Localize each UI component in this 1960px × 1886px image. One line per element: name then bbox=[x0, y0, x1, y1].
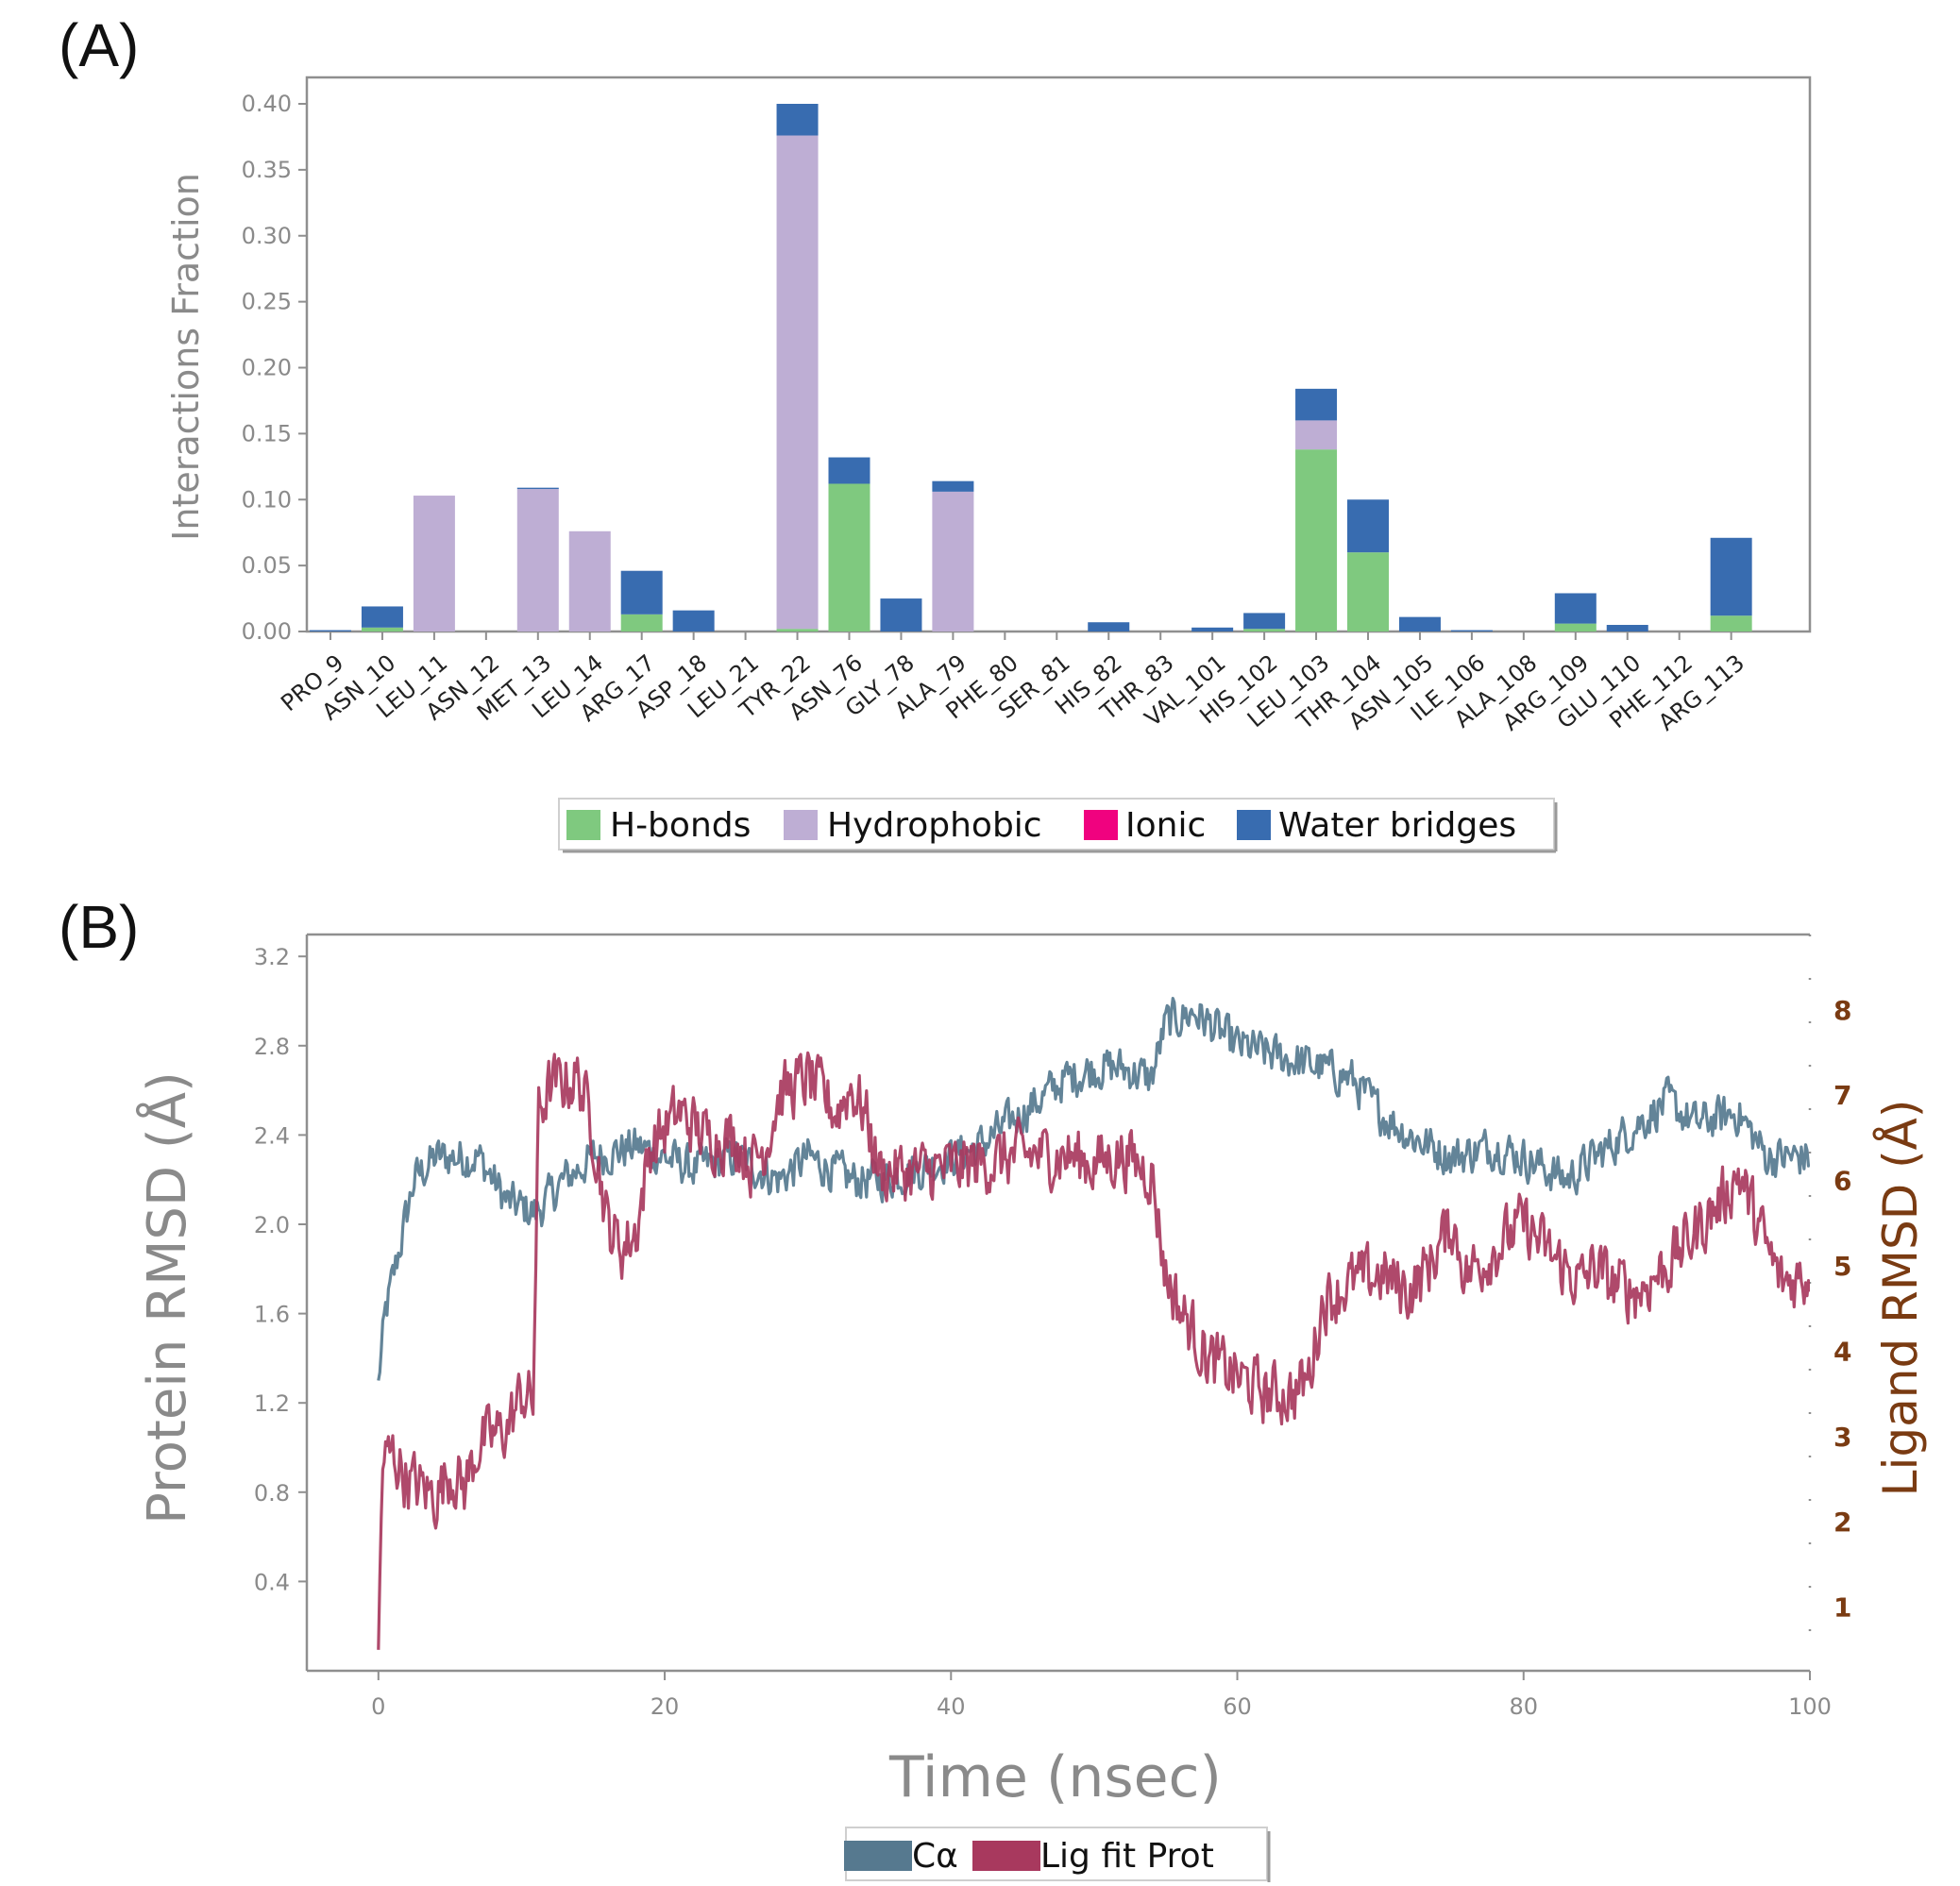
rmsd-right-tick-label: 7 bbox=[1833, 1080, 1851, 1111]
legend-label-lig-fit-prot: Lig fit Prot bbox=[1040, 1837, 1214, 1876]
panel-a-label: (A) bbox=[59, 11, 139, 79]
bar-y-tick-label: 0.15 bbox=[242, 420, 292, 446]
legend-swatch-ca bbox=[844, 1841, 912, 1871]
bar-y-axis-title: Interactions Fraction bbox=[165, 173, 207, 541]
rmsd-left-tick-label: 3.2 bbox=[254, 944, 290, 970]
bar-y-tick-label: 0.20 bbox=[242, 355, 292, 381]
rmsd-x-tick-label: 100 bbox=[1788, 1693, 1832, 1720]
legend-label-ionic: Ionic bbox=[1125, 806, 1206, 845]
rmsd-right-tick-label: 3 bbox=[1833, 1422, 1851, 1453]
rmsd-left-tick-label: 1.6 bbox=[254, 1302, 290, 1328]
bar-water-arg-17 bbox=[620, 570, 663, 615]
rmsd-right-tick-label: 5 bbox=[1833, 1251, 1851, 1282]
legend-label-hydrophobic: Hydrophobic bbox=[827, 806, 1042, 845]
bar-hbonds-tyr-22 bbox=[776, 629, 819, 631]
bar-y-tick-label: 0.05 bbox=[242, 552, 292, 579]
rmsd-x-tick-label: 60 bbox=[1223, 1693, 1252, 1720]
rmsd-legend: Cα Lig fit Prot bbox=[844, 1827, 1271, 1882]
rmsd-right-tick-label: 6 bbox=[1833, 1166, 1851, 1197]
rmsd-line-chart: 0.4 0.8 1.2 1.6 2.0 2.4 2.8 3.2 1 2 3 4 5 6 7 8 0 20 40 6… bbox=[136, 933, 1928, 1882]
legend-label-water-bridges: Water bridges bbox=[1278, 806, 1516, 845]
legend-label-ca: Cα bbox=[912, 1837, 958, 1876]
rmsd-right-tick-label: 8 bbox=[1833, 995, 1851, 1026]
rmsd-line-ca bbox=[377, 997, 1810, 1381]
rmsd-right-tick-label: 4 bbox=[1833, 1336, 1851, 1367]
rmsd-left-axis-title: Protein RMSD (Å) bbox=[136, 1071, 198, 1524]
panel-b-label: (B) bbox=[59, 893, 139, 961]
rmsd-right-axis-title: Ligand RMSD (Å) bbox=[1873, 1100, 1928, 1497]
bar-y-tick-label: 0.00 bbox=[242, 618, 292, 645]
bar-y-tick-label: 0.25 bbox=[242, 289, 292, 315]
bar-y-axis-ticks: 0.00 0.05 0.10 0.15 0.20 0.25 0.30 0.35 0.40 bbox=[242, 91, 307, 645]
rmsd-x-tick-label: 40 bbox=[937, 1693, 966, 1720]
bar-water-his-82 bbox=[1088, 622, 1130, 631]
bar-hbonds-arg-113 bbox=[1710, 615, 1752, 631]
rmsd-right-tick-label: 2 bbox=[1833, 1507, 1851, 1538]
bar-water-asn-76 bbox=[828, 457, 870, 484]
bar-water-thr-104 bbox=[1347, 499, 1389, 553]
rmsd-x-tick-label: 80 bbox=[1509, 1693, 1538, 1720]
rmsd-left-tick-label: 0.4 bbox=[254, 1569, 290, 1595]
rmsd-left-tick-label: 2.4 bbox=[254, 1122, 290, 1149]
bar-hydrophobic-leu-11 bbox=[413, 496, 455, 631]
rmsd-x-axis-title: Time (nsec) bbox=[888, 1744, 1222, 1810]
bar-water-glu-110 bbox=[1606, 625, 1648, 631]
bar-water-arg-109 bbox=[1554, 593, 1597, 624]
rmsd-left-axis-ticks: 0.4 0.8 1.2 1.6 2.0 2.4 2.8 3.2 bbox=[254, 944, 307, 1595]
bar-y-tick-label: 0.30 bbox=[242, 223, 292, 249]
bar-water-ala-79 bbox=[932, 480, 974, 492]
bar-hbonds-arg-109 bbox=[1554, 623, 1597, 631]
bar-water-his-102 bbox=[1243, 613, 1286, 630]
bar-hydrophobic-tyr-22 bbox=[776, 135, 819, 630]
bar-y-tick-label: 0.35 bbox=[242, 157, 292, 183]
bar-hydrophobic-leu-103 bbox=[1295, 420, 1338, 450]
rmsd-x-axis-ticks: 0 20 40 60 80 100 bbox=[371, 1671, 1832, 1720]
bar-water-val-101 bbox=[1191, 627, 1234, 631]
rmsd-left-tick-label: 2.0 bbox=[254, 1212, 290, 1238]
bar-chart-frame bbox=[305, 76, 1812, 633]
legend-swatch-hbonds bbox=[566, 810, 600, 840]
bar-series bbox=[310, 104, 1752, 631]
bar-water-leu-103 bbox=[1295, 388, 1338, 421]
legend-swatch-water-bridges bbox=[1237, 810, 1271, 840]
bar-hbonds-leu-103 bbox=[1295, 449, 1338, 631]
bar-water-asn-105 bbox=[1398, 616, 1441, 631]
bar-legend: H-bonds Hydrophobic Ionic Water bridges bbox=[558, 798, 1558, 853]
bar-water-met-13 bbox=[516, 487, 559, 490]
interactions-bar-chart: 0.00 0.05 0.10 0.15 0.20 0.25 0.30 0.35 0.40 PRO… bbox=[165, 76, 1812, 853]
bar-hbonds-his-102 bbox=[1243, 629, 1286, 631]
rmsd-right-axis-ticks: 1 2 3 4 5 6 7 8 bbox=[1833, 995, 1851, 1624]
rmsd-left-tick-label: 1.2 bbox=[254, 1390, 290, 1417]
bar-water-asn-10 bbox=[361, 606, 403, 628]
legend-swatch-hydrophobic bbox=[784, 810, 818, 840]
rmsd-right-tick-label: 1 bbox=[1833, 1592, 1851, 1624]
bar-x-axis-ticks: PRO_9ASN_10LEU_11ASN_12MET_13LEU_14ARG_1… bbox=[276, 631, 1749, 736]
legend-label-hbonds: H-bonds bbox=[610, 806, 751, 845]
bar-hbonds-asn-10 bbox=[361, 627, 403, 631]
bar-y-tick-label: 0.40 bbox=[242, 91, 292, 117]
bar-hbonds-thr-104 bbox=[1347, 552, 1389, 631]
bar-hbonds-arg-17 bbox=[620, 614, 663, 631]
rmsd-x-tick-label: 20 bbox=[651, 1693, 680, 1720]
bar-hbonds-asn-76 bbox=[828, 483, 870, 631]
legend-swatch-lig-fit-prot bbox=[972, 1841, 1040, 1871]
bar-water-gly-78 bbox=[880, 598, 922, 631]
bar-hydrophobic-ala-79 bbox=[932, 491, 974, 631]
bar-water-asp-18 bbox=[672, 610, 715, 631]
rmsd-x-tick-label: 0 bbox=[371, 1693, 385, 1720]
bar-water-tyr-22 bbox=[776, 104, 819, 136]
rmsd-left-tick-label: 2.8 bbox=[254, 1034, 290, 1060]
rmsd-line-lig-fit-prot bbox=[377, 1051, 1810, 1650]
bar-water-arg-113 bbox=[1710, 537, 1752, 616]
bar-y-tick-label: 0.10 bbox=[242, 486, 292, 513]
rmsd-left-tick-label: 0.8 bbox=[254, 1480, 290, 1507]
bar-hydrophobic-leu-14 bbox=[568, 530, 611, 631]
rmsd-legend-box bbox=[845, 1827, 1268, 1881]
rmsd-series bbox=[377, 997, 1810, 1650]
legend-swatch-ionic bbox=[1084, 810, 1118, 840]
bar-hydrophobic-met-13 bbox=[516, 489, 559, 631]
bar-legend-box bbox=[558, 798, 1555, 850]
